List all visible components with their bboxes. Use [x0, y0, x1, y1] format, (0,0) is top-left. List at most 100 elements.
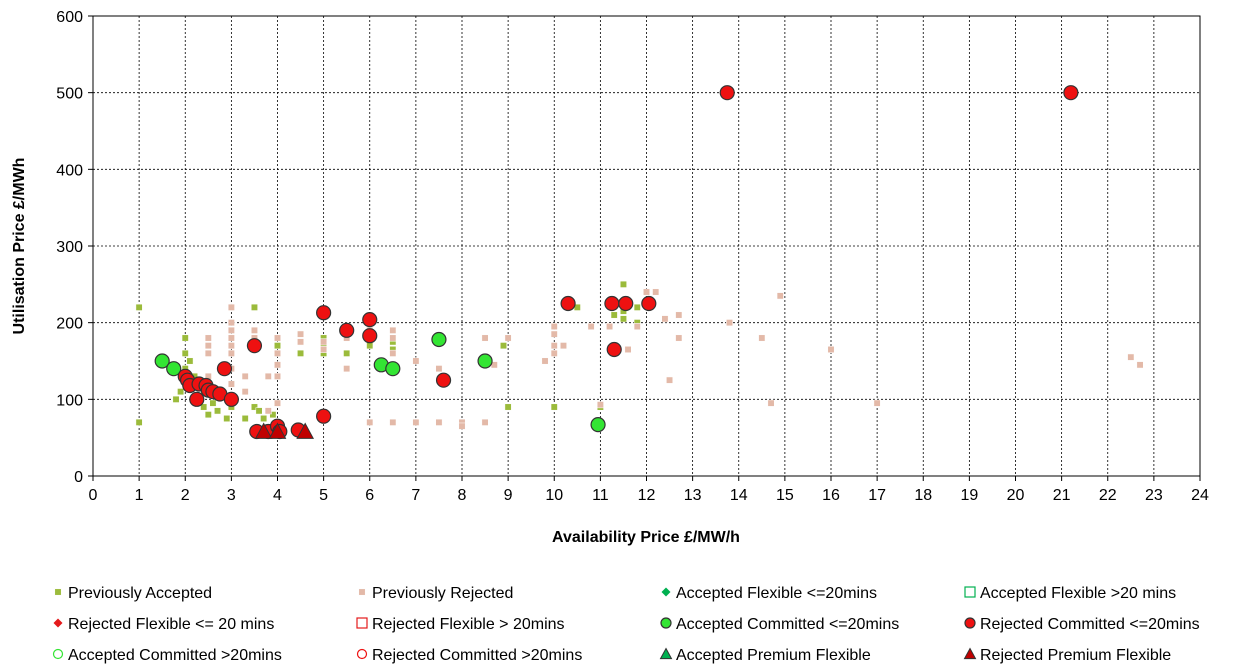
- data-point: [661, 315, 669, 323]
- data-point: [458, 422, 466, 430]
- data-point: [1136, 361, 1144, 369]
- legend-item: Rejected Committed >20mins: [356, 647, 582, 664]
- data-point: [316, 305, 332, 321]
- x-tick-label: 20: [1007, 487, 1025, 504]
- data-point: [274, 399, 281, 407]
- data-point: [550, 342, 558, 350]
- data-point: [675, 311, 683, 319]
- data-point: [1127, 353, 1135, 361]
- legend: Previously Accepted Previously Rejected Ac…: [52, 585, 1200, 664]
- tick-layer: 0 1 2 3 4 5 6 7 8 9 10 11 12 13 14 15 16 17 18 19 20 21 22 23 24…: [56, 9, 1209, 504]
- x-tick-label: 19: [960, 487, 978, 504]
- data-point: [241, 372, 249, 380]
- data-point: [550, 323, 558, 330]
- data-point: [362, 328, 378, 344]
- data-point: [366, 418, 374, 426]
- legend-item: Previously Rejected: [358, 585, 513, 602]
- data-point: [666, 376, 674, 384]
- data-point: [227, 326, 235, 334]
- data-point: [186, 357, 194, 365]
- data-point: [500, 342, 507, 350]
- data-point: [250, 303, 258, 311]
- data-point: [223, 415, 231, 422]
- data-point: [610, 311, 618, 319]
- grid-layer: [93, 16, 1200, 476]
- data-point: [719, 85, 735, 101]
- x-tick-label: 3: [227, 487, 236, 504]
- legend-item: Accepted Committed >20mins: [52, 647, 282, 664]
- x-tick-label: 11: [592, 487, 609, 504]
- legend-marker: [964, 617, 976, 629]
- data-point: [606, 323, 614, 330]
- data-point: [431, 331, 447, 348]
- x-tick-label: 21: [1053, 487, 1071, 504]
- data-point: [619, 280, 627, 288]
- data-point: [776, 292, 784, 300]
- x-tick-label: 14: [730, 487, 748, 504]
- data-point: [758, 334, 766, 342]
- legend-item: Accepted Committed <=20mins: [660, 616, 899, 633]
- data-point: [590, 417, 606, 433]
- data-point: [316, 408, 332, 424]
- legend-label: Rejected Flexible <= 20 mins: [68, 616, 274, 633]
- y-tick-label: 100: [56, 392, 83, 409]
- data-point: [154, 353, 170, 369]
- data-point: [343, 365, 351, 373]
- x-tick-label: 10: [545, 487, 563, 504]
- data-point: [227, 342, 235, 350]
- data-point: [767, 399, 775, 407]
- legend-marker: [356, 617, 368, 629]
- data-point: [504, 334, 512, 342]
- data-point: [274, 349, 281, 357]
- legend-marker: [963, 647, 977, 660]
- legend-label: Previously Accepted: [68, 585, 212, 602]
- x-tick-label: 12: [638, 487, 656, 504]
- legend-item: Accepted Flexible <=20mins: [661, 585, 877, 602]
- y-tick-label: 600: [56, 9, 83, 26]
- legend-label: Accepted Flexible <=20mins: [676, 585, 877, 602]
- data-point: [181, 349, 189, 357]
- x-tick-label: 22: [1099, 487, 1117, 504]
- data-point: [504, 403, 512, 411]
- data-point: [389, 349, 397, 357]
- data-point: [606, 341, 622, 358]
- legend-label: Accepted Flexible >20 mins: [980, 585, 1176, 602]
- data-point: [389, 326, 397, 334]
- data-point: [297, 349, 305, 357]
- data-point: [227, 349, 235, 357]
- data-point: [560, 295, 576, 312]
- data-point: [1063, 85, 1079, 101]
- y-tick-label: 400: [56, 162, 83, 179]
- data-point: [477, 353, 493, 369]
- legend-item: Rejected Premium Flexible: [963, 647, 1171, 664]
- data-point: [297, 338, 305, 346]
- data-point: [274, 361, 281, 369]
- data-point: [633, 303, 641, 311]
- data-point: [675, 334, 683, 342]
- data-point: [641, 295, 657, 312]
- data-point: [200, 403, 208, 411]
- data-point: [619, 315, 627, 323]
- data-point: [172, 395, 180, 403]
- data-point: [560, 342, 567, 350]
- data-point: [652, 288, 660, 296]
- data-point: [726, 319, 733, 327]
- data-point: [296, 422, 315, 439]
- data-point: [209, 399, 217, 407]
- y-axis-title: Utilisation Price £/MWh: [11, 158, 28, 335]
- legend-label: Rejected Committed <=20mins: [980, 616, 1200, 633]
- data-point: [135, 418, 143, 426]
- y-tick-label: 0: [74, 469, 83, 486]
- data-point: [412, 357, 420, 365]
- x-tick-label: 17: [868, 487, 886, 504]
- legend-marker: [53, 618, 63, 628]
- data-point: [643, 288, 650, 296]
- legend-marker: [54, 588, 62, 596]
- data-point: [389, 418, 397, 426]
- data-point: [541, 357, 549, 365]
- data-point: [204, 334, 212, 342]
- x-tick-label: 7: [411, 487, 420, 504]
- legend-marker: [660, 617, 672, 629]
- data-point: [596, 401, 604, 409]
- data-point: [618, 295, 634, 312]
